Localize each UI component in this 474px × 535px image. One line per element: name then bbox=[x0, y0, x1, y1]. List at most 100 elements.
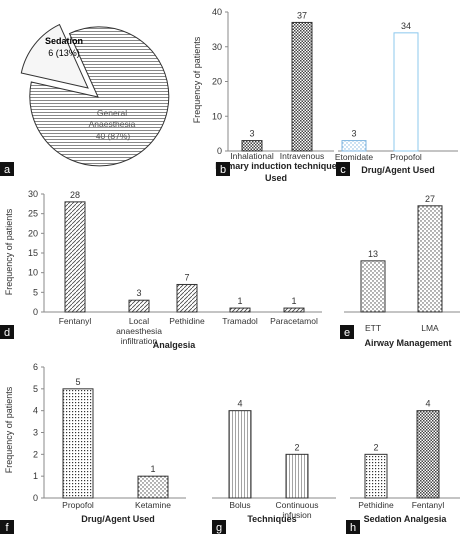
data-label-continuous-infusion: 2 bbox=[294, 442, 299, 452]
bar-inhalational bbox=[241, 140, 263, 152]
y-tick-label: 10 bbox=[212, 111, 222, 121]
x-axis-title: Airway Management bbox=[364, 338, 451, 348]
data-label-pethidine: 2 bbox=[373, 442, 378, 452]
category-label-local-anaesthesia-infiltration: infiltration bbox=[121, 336, 158, 346]
category-label-pethidine: Pethidine bbox=[358, 500, 394, 510]
category-label-bolus: Bolus bbox=[229, 500, 250, 510]
y-tick-label: 40 bbox=[212, 7, 222, 17]
x-axis-title: Sedation Analgesia bbox=[364, 514, 448, 524]
panel-badge-a: a bbox=[0, 162, 14, 176]
y-tick-label: 1 bbox=[33, 471, 38, 481]
badge-label-g: g bbox=[216, 522, 222, 534]
category-label-fentanyl: Fentanyl bbox=[412, 500, 445, 510]
y-tick-label: 20 bbox=[28, 228, 38, 238]
pie-label-general-line2: Anaesthesia bbox=[89, 119, 136, 129]
bar-pethidine bbox=[364, 453, 388, 499]
pie-label-sedation: Sedation bbox=[45, 36, 83, 46]
category-label-continuous-infusion: infusion bbox=[282, 510, 312, 520]
y-axis-title: Frequency of patients bbox=[192, 36, 202, 123]
x-axis-title: Drug/Agent Used bbox=[81, 514, 155, 524]
category-label-lma: LMA bbox=[421, 323, 439, 333]
pie-slice-sedation bbox=[20, 23, 89, 89]
category-label-local-anaesthesia-infiltration: Local bbox=[129, 316, 149, 326]
category-label-intravenous: Intravenous bbox=[280, 151, 324, 161]
x-axis-title-line2: Used bbox=[265, 173, 287, 183]
data-label-ett: 13 bbox=[368, 249, 378, 259]
data-label-lma: 27 bbox=[425, 194, 435, 204]
pie-slice-general-anaesthesia bbox=[29, 26, 170, 167]
y-tick-label: 10 bbox=[28, 268, 38, 278]
category-label-local-anaesthesia-infiltration: anaesthesia bbox=[116, 326, 162, 336]
y-tick-label: 15 bbox=[28, 248, 38, 258]
y-tick-label: 0 bbox=[33, 307, 38, 317]
data-label-fentanyl: 28 bbox=[70, 190, 80, 200]
pie-label-general-line1: General bbox=[97, 108, 127, 118]
data-label-fentanyl: 4 bbox=[425, 399, 430, 409]
bar-propofol bbox=[393, 32, 419, 152]
bar-bolus bbox=[228, 410, 252, 499]
data-label-inhalational: 3 bbox=[249, 129, 254, 139]
bar-continuous-infusion bbox=[285, 453, 309, 499]
panel-h-bar-chart: 2 Pethidine 4 Fentanyl Sedation Analgesia h bbox=[346, 399, 460, 534]
bar-ett bbox=[360, 260, 386, 313]
panel-d-bar-chart: 0 5 10 15 20 25 30 28 Fentanyl 3 Localanaesthesiai… bbox=[0, 189, 322, 350]
panel-c-bar-chart: 3 Etomidate 34 Propofol Drug/Agent Used c bbox=[335, 21, 458, 176]
badge-label-f: f bbox=[5, 522, 9, 534]
bar-pethidine bbox=[176, 283, 198, 313]
category-label-propofol: Propofol bbox=[62, 500, 94, 510]
y-tick-label: 3 bbox=[33, 428, 38, 438]
y-tick-label: 5 bbox=[33, 287, 38, 297]
y-tick-label: 0 bbox=[217, 146, 222, 156]
category-label-continuous-infusion: Continuous bbox=[275, 500, 318, 510]
bar-paracetamol bbox=[283, 307, 305, 313]
panel-badge-e: e bbox=[340, 325, 354, 339]
y-tick-label: 6 bbox=[33, 362, 38, 372]
pie-value-general: 40 (87%) bbox=[96, 131, 131, 141]
x-axis-title: Drug/Agent Used bbox=[361, 165, 435, 175]
y-tick-label: 20 bbox=[212, 77, 222, 87]
badge-label-b: b bbox=[220, 164, 226, 176]
data-label-etomidate: 3 bbox=[351, 129, 356, 139]
bar-ketamine bbox=[137, 475, 169, 499]
bar-local-anaesthesia-infiltration bbox=[128, 299, 150, 313]
y-tick-label: 30 bbox=[28, 189, 38, 199]
bar-fentanyl bbox=[64, 201, 86, 313]
badge-label-e: e bbox=[344, 327, 350, 339]
x-axis-title-line1: Primary induction technique bbox=[215, 161, 337, 171]
y-tick-label: 25 bbox=[28, 209, 38, 219]
panel-b-bar-chart: 0 10 20 30 40 3 Inhalational 37 Intravenous Frequ… bbox=[192, 7, 337, 183]
category-label-propofol: Propofol bbox=[390, 152, 422, 162]
data-label-ketamine: 1 bbox=[150, 464, 155, 474]
panel-badge-h: h bbox=[346, 520, 360, 534]
panel-badge-c: c bbox=[336, 162, 350, 176]
y-tick-label: 5 bbox=[33, 384, 38, 394]
badge-label-a: a bbox=[4, 164, 11, 176]
y-tick-label: 4 bbox=[33, 406, 38, 416]
data-label-paracetamol: 1 bbox=[291, 296, 296, 306]
bar-lma bbox=[417, 205, 443, 313]
data-label-propofol: 5 bbox=[75, 377, 80, 387]
category-label-inhalational: Inhalational bbox=[230, 151, 274, 161]
data-label-bolus: 4 bbox=[237, 399, 242, 409]
data-label-propofol: 34 bbox=[401, 21, 411, 31]
x-axis-title: Techniques bbox=[247, 514, 296, 524]
data-label-pethidine: 7 bbox=[184, 272, 189, 282]
category-label-paracetamol: Paracetamol bbox=[270, 316, 318, 326]
bar-propofol bbox=[62, 388, 94, 499]
category-label-ketamine: Ketamine bbox=[135, 500, 171, 510]
panel-a-pie: Sedation 6 (13%) General Anaesthesia 40 … bbox=[20, 23, 170, 167]
panel-f-bar-chart: 0 1 2 3 4 5 6 5 Propofol 1 Ketamine Frequency of pa… bbox=[0, 362, 186, 534]
y-axis-title: Frequency of patients bbox=[4, 208, 14, 295]
pie-value-sedation: 6 (13%) bbox=[48, 48, 80, 58]
panel-e-bar-chart: 13 ETT 27 LMA Airway Management e bbox=[340, 194, 460, 348]
category-label-etomidate: Etomidate bbox=[335, 152, 374, 162]
data-label-local-anaesthesia-infiltration: 3 bbox=[136, 288, 141, 298]
panel-badge-g: g bbox=[212, 520, 226, 534]
bar-intravenous bbox=[291, 21, 313, 152]
bar-fentanyl bbox=[416, 410, 440, 499]
y-tick-label: 0 bbox=[33, 493, 38, 503]
panel-badge-f: f bbox=[0, 520, 14, 534]
y-axis-title: Frequency of patients bbox=[4, 386, 14, 473]
